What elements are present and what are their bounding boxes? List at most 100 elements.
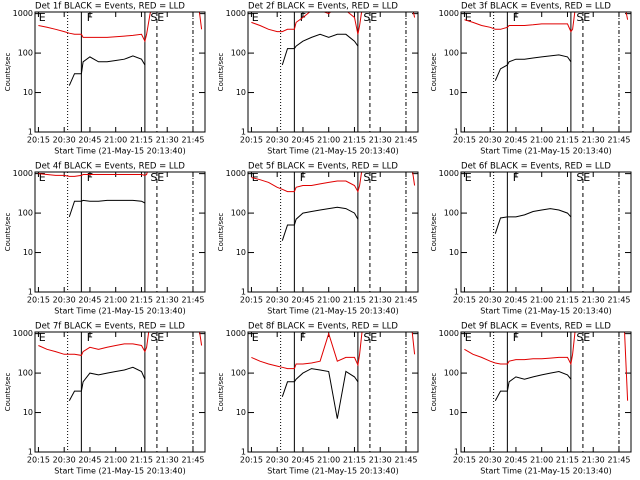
x-tick-label: 20:15 — [27, 296, 50, 305]
x-axis-label: Start Time (21-May-15 20:13:40) — [267, 307, 398, 316]
series-line — [38, 332, 203, 356]
series-line — [251, 332, 416, 370]
x-axis-label: Start Time (21-May-15 20:13:40) — [54, 147, 185, 156]
y-tick-label: 1 — [241, 128, 246, 137]
x-tick-label: 20:30 — [53, 296, 76, 305]
x-tick-label: 21:30 — [582, 456, 605, 465]
event-label: S — [363, 11, 370, 24]
y-tick-label: 100 — [231, 369, 246, 378]
chart-title: Det 7f BLACK = Events, RED = LLD — [35, 322, 185, 332]
y-tick-label: 100 — [231, 49, 246, 58]
x-tick-label: 20:45 — [504, 456, 527, 465]
x-axis-label: Start Time (21-May-15 20:13:40) — [54, 467, 185, 476]
x-tick-label: 20:45 — [78, 456, 101, 465]
x-tick-label: 20:45 — [78, 296, 101, 305]
y-tick-label: 1000 — [226, 169, 246, 178]
x-axis-label: Start Time (21-May-15 20:13:40) — [267, 467, 398, 476]
x-tick-label: 20:15 — [453, 136, 476, 145]
y-tick-label: 100 — [18, 369, 33, 378]
y-tick-label: 10 — [236, 88, 246, 97]
x-tick-label: 21:00 — [317, 136, 340, 145]
event-label: E — [157, 331, 164, 344]
plot-frame — [247, 11, 419, 133]
x-tick-label: 21:45 — [607, 296, 630, 305]
series-line — [281, 33, 359, 66]
x-tick-label: 21:30 — [156, 136, 179, 145]
y-axis-label: Counts/sec — [4, 373, 12, 412]
event-label: E — [252, 331, 259, 344]
series-line — [68, 199, 146, 218]
x-tick-label: 20:45 — [291, 296, 314, 305]
y-tick-label: 1000 — [13, 9, 33, 18]
event-label: E — [465, 11, 472, 24]
x-tick-label: 21:45 — [607, 136, 630, 145]
y-tick-label: 10 — [23, 88, 33, 97]
y-tick-label: 10 — [449, 88, 459, 97]
x-tick-label: 20:30 — [479, 456, 502, 465]
x-tick-label: 20:30 — [53, 456, 76, 465]
x-tick-label: 20:30 — [479, 296, 502, 305]
y-tick-label: 100 — [444, 209, 459, 218]
x-tick-label: 20:15 — [240, 456, 263, 465]
y-axis-label: Counts/sec — [217, 53, 225, 92]
series-line — [68, 55, 146, 86]
x-tick-label: 21:15 — [556, 136, 579, 145]
x-tick-label: 20:45 — [504, 296, 527, 305]
plot-frame — [247, 331, 419, 453]
x-tick-label: 21:30 — [582, 296, 605, 305]
x-tick-label: 21:45 — [394, 136, 417, 145]
event-label: S — [576, 171, 583, 184]
event-label: E — [465, 331, 472, 344]
y-tick-label: 1000 — [439, 169, 459, 178]
y-tick-label: 100 — [444, 369, 459, 378]
y-tick-label: 10 — [236, 408, 246, 417]
chart-title: Det 4f BLACK = Events, RED = LLD — [35, 162, 185, 172]
event-label: E — [252, 11, 259, 24]
y-tick-label: 1000 — [439, 329, 459, 338]
y-tick-label: 100 — [18, 209, 33, 218]
event-label: S — [150, 331, 157, 344]
x-tick-label: 20:15 — [240, 296, 263, 305]
y-tick-label: 1 — [28, 128, 33, 137]
event-label: S — [363, 171, 370, 184]
x-tick-label: 21:45 — [181, 456, 204, 465]
x-tick-label: 21:45 — [394, 456, 417, 465]
y-tick-label: 1000 — [439, 9, 459, 18]
y-tick-label: 100 — [444, 49, 459, 58]
x-tick-label: 21:30 — [369, 456, 392, 465]
event-label: S — [576, 331, 583, 344]
event-label: E — [157, 171, 164, 184]
x-axis-label: Start Time (21-May-15 20:13:40) — [480, 307, 611, 316]
x-tick-label: 20:30 — [266, 456, 289, 465]
x-tick-label: 21:30 — [369, 136, 392, 145]
y-tick-label: 1 — [28, 448, 33, 457]
x-tick-label: 21:00 — [104, 136, 127, 145]
x-tick-label: 21:15 — [343, 296, 366, 305]
event-label: S — [150, 11, 157, 24]
event-label: F — [300, 331, 306, 344]
y-tick-label: 1000 — [13, 169, 33, 178]
x-tick-label: 21:30 — [156, 296, 179, 305]
x-axis-label: Start Time (21-May-15 20:13:40) — [267, 147, 398, 156]
y-axis-label: Counts/sec — [4, 213, 12, 252]
chart-title: Det 3f BLACK = Events, RED = LLD — [461, 2, 611, 12]
event-label: E — [583, 11, 590, 24]
x-tick-label: 20:30 — [479, 136, 502, 145]
x-tick-label: 21:00 — [530, 296, 553, 305]
plot-frame — [460, 11, 632, 133]
x-tick-label: 21:45 — [394, 296, 417, 305]
series-line — [281, 206, 359, 241]
series-line — [251, 172, 416, 193]
event-label: E — [39, 171, 46, 184]
y-axis-label: Counts/sec — [217, 373, 225, 412]
event-label: E — [39, 331, 46, 344]
plot-frame — [34, 331, 206, 453]
x-tick-label: 21:30 — [156, 456, 179, 465]
x-axis-label: Start Time (21-May-15 20:13:40) — [54, 307, 185, 316]
y-tick-label: 1 — [241, 448, 246, 457]
x-tick-label: 20:30 — [53, 136, 76, 145]
y-tick-label: 10 — [23, 408, 33, 417]
plot-frame — [247, 171, 419, 293]
x-tick-label: 21:00 — [317, 296, 340, 305]
series-line — [281, 368, 359, 419]
